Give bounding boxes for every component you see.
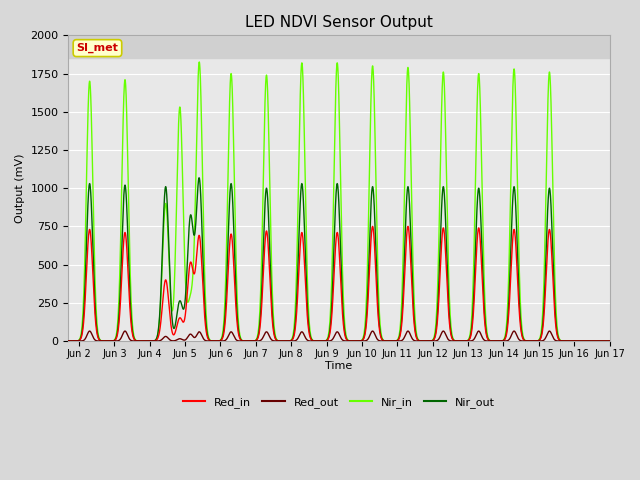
Text: SI_met: SI_met <box>77 43 118 53</box>
Bar <box>68 36 609 58</box>
Y-axis label: Output (mV): Output (mV) <box>15 154 25 223</box>
Title: LED NDVI Sensor Output: LED NDVI Sensor Output <box>245 15 433 30</box>
Legend: Red_in, Red_out, Nir_in, Nir_out: Red_in, Red_out, Nir_in, Nir_out <box>179 393 499 412</box>
X-axis label: Time: Time <box>325 361 353 372</box>
